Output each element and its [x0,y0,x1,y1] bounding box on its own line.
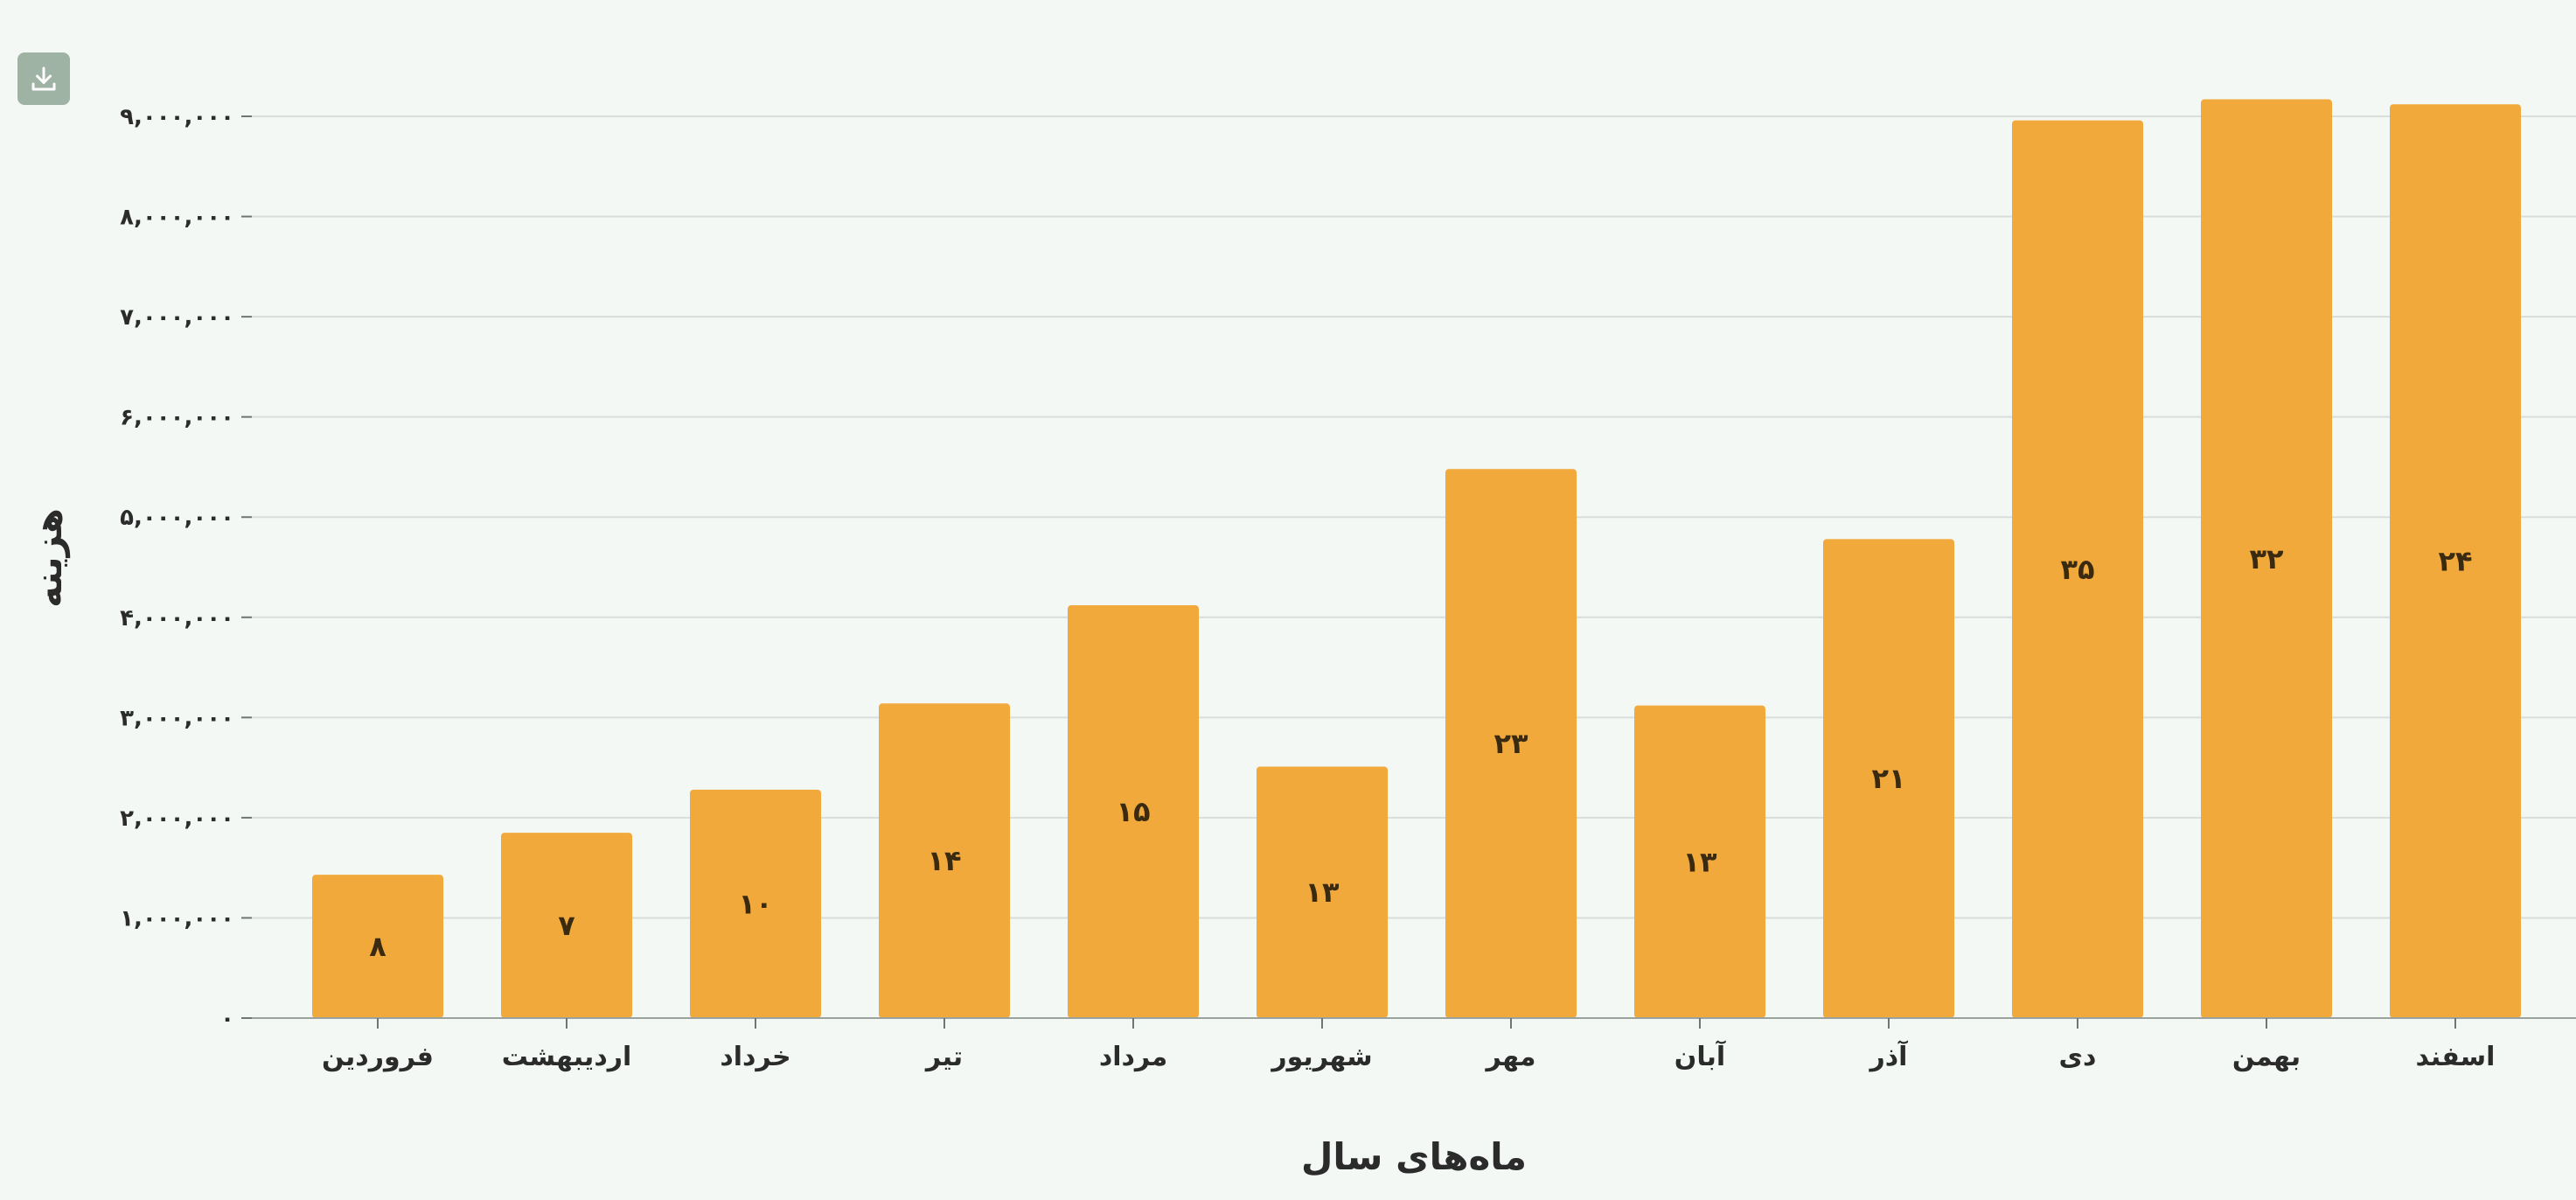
bar-value-label: ۳۵ [2060,553,2094,586]
bar[interactable] [1068,605,1199,1018]
bar[interactable] [690,789,821,1018]
x-tick-label: مرداد [1099,1042,1167,1072]
x-tick-label: دی [2059,1042,2097,1072]
bar[interactable] [2390,104,2521,1019]
bar[interactable] [501,833,632,1018]
y-tick-label: ۰ [220,1006,234,1032]
bar-value-label: ۱۰ [738,887,772,920]
y-tick-label: ۴,۰۰۰,۰۰۰ [120,605,234,631]
bar[interactable] [2012,120,2143,1018]
bar-value-label: ۲۴ [2438,545,2472,578]
axes: ۰ ۱,۰۰۰,۰۰۰ ۲,۰۰۰,۰۰۰ ۳,۰۰۰,۰۰۰ ۴,۰۰۰,۰۰۰ ۵,۰… [120,104,2576,1072]
bar[interactable] [1445,469,1577,1018]
download-button[interactable] [17,52,70,105]
bar[interactable] [312,875,443,1018]
x-tick-label: آذر [1869,1040,1909,1072]
y-tick-label: ۲,۰۰۰,۰۰۰ [120,806,234,832]
bar[interactable] [1823,539,1954,1018]
x-tick-label: تیر [924,1042,963,1072]
x-axis-title: ماه‌های سال [1301,1135,1527,1178]
x-tick-label: خرداد [720,1042,790,1072]
bar[interactable] [1634,705,1765,1018]
bar-value-label: ۱۳ [1682,845,1717,878]
bar[interactable] [879,703,1010,1018]
x-tick-label: اردیبهشت [502,1042,632,1072]
y-tick-label: ۵,۰۰۰,۰۰۰ [120,505,234,531]
bar-value-label: ۷ [558,909,575,942]
y-tick-label: ۶,۰۰۰,۰۰۰ [120,405,234,431]
bar[interactable] [2201,99,2332,1019]
bar-value-label: ۲۱ [1871,762,1905,795]
gridlines [252,115,2576,919]
bar-value-label: ۳۲ [2249,542,2284,576]
bar-value-label: ۱۴ [927,844,961,877]
x-tick-label: فروردین [322,1042,434,1072]
y-tick-label: ۷,۰۰۰,۰۰۰ [120,304,234,331]
bars: ۸ ۷ ۱۰ ۱۴ ۱۵ ۱۳ ۲۳ ۱۳ ۲۱ ۳۵ ۳۲ ۲۴ [312,99,2521,1019]
x-tick-label: شهریور [1270,1042,1372,1072]
x-tick-label: مهر [1484,1042,1535,1072]
download-icon [31,66,56,91]
bar[interactable] [1257,766,1388,1018]
bar-value-label: ۱۳ [1305,876,1340,909]
y-tick-label: ۹,۰۰۰,۰۰۰ [120,104,234,130]
y-axis-title: هزینه [27,508,71,608]
x-tick-label: آبان [1674,1040,1726,1072]
bar-value-label: ۸ [369,930,386,963]
y-tick-label: ۳,۰۰۰,۰۰۰ [120,705,234,731]
x-tick-label: اسفند [2416,1042,2496,1072]
x-tick-label: بهمن [2232,1042,2301,1072]
y-tick-label: ۸,۰۰۰,۰۰۰ [120,205,234,231]
bar-value-label: ۱۵ [1116,795,1150,828]
bar-value-label: ۲۳ [1493,727,1528,760]
y-tick-label: ۱,۰۰۰,۰۰۰ [120,905,234,931]
